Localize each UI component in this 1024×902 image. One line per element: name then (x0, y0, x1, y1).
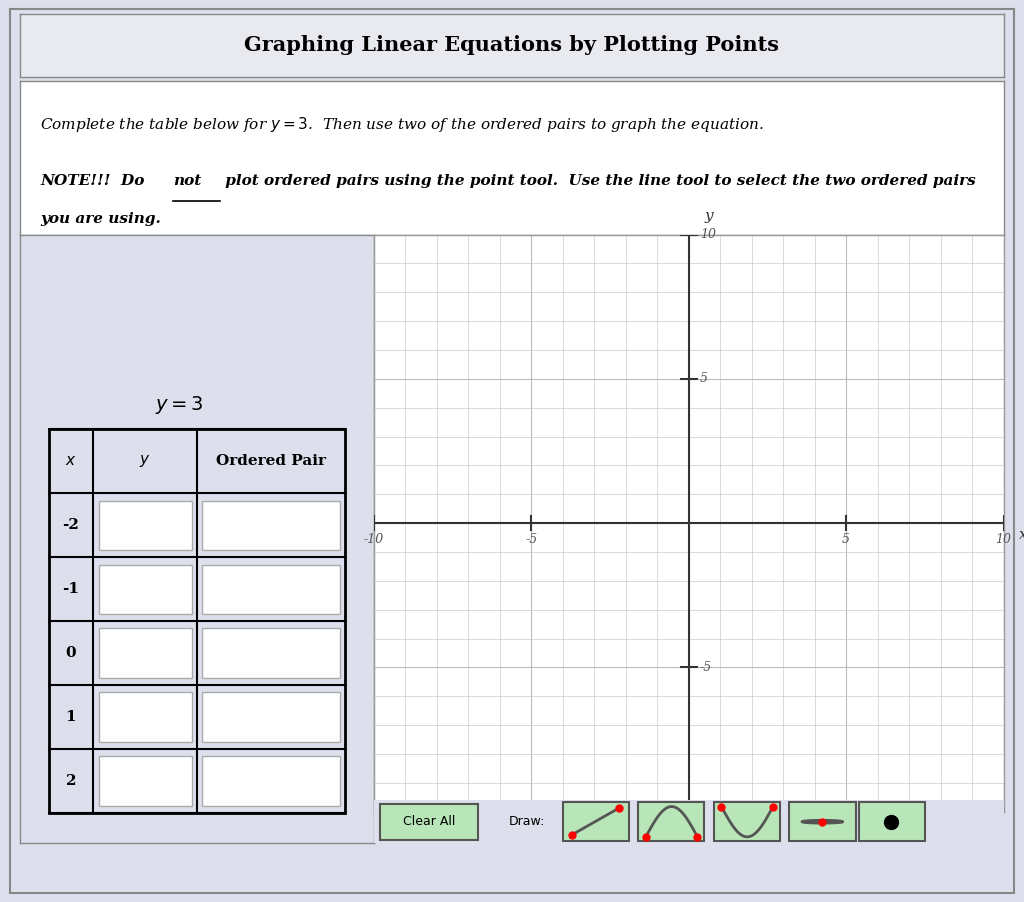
Text: Draw:: Draw: (509, 815, 546, 828)
Text: 5: 5 (842, 533, 850, 547)
Bar (203, 629, 340, 677)
Text: -10: -10 (699, 805, 720, 818)
Bar (859, 802, 925, 842)
Bar (49, 429, 345, 813)
Bar (203, 565, 340, 614)
Text: $y = 3$: $y = 3$ (155, 394, 204, 416)
Bar (563, 802, 629, 842)
Text: NOTE!!!  Do: NOTE!!! Do (40, 174, 150, 188)
Text: Clear All: Clear All (403, 815, 456, 828)
Text: 10: 10 (699, 228, 716, 241)
Text: 0: 0 (66, 646, 77, 660)
Text: Complete the table below for $y = 3$.  Then use two of the ordered pairs to grap: Complete the table below for $y = 3$. Th… (40, 115, 764, 133)
Text: y: y (705, 209, 713, 223)
Text: -2: -2 (62, 519, 80, 532)
Text: x: x (1019, 528, 1024, 542)
Bar (380, 804, 477, 840)
Text: -1: -1 (62, 582, 80, 596)
Bar (98, 501, 191, 550)
Text: not: not (173, 174, 201, 188)
Bar (714, 802, 780, 842)
Bar (203, 501, 340, 550)
Bar (638, 802, 705, 842)
Bar (203, 756, 340, 805)
Bar (790, 802, 855, 842)
Bar (98, 756, 191, 805)
Text: 2: 2 (66, 774, 76, 788)
Text: 10: 10 (995, 533, 1012, 547)
Text: -10: -10 (364, 533, 384, 547)
Text: Graphing Linear Equations by Plotting Points: Graphing Linear Equations by Plotting Po… (245, 35, 779, 55)
Text: you are using.: you are using. (40, 212, 161, 226)
Bar (98, 565, 191, 614)
Bar (203, 693, 340, 741)
Text: 5: 5 (699, 373, 708, 385)
Bar (98, 693, 191, 741)
Text: -5: -5 (525, 533, 538, 547)
Bar (98, 629, 191, 677)
Text: $\mathit{y}$: $\mathit{y}$ (139, 454, 151, 469)
Text: Ordered Pair: Ordered Pair (216, 455, 327, 468)
Text: 1: 1 (66, 710, 77, 724)
Text: plot ordered pairs using the point tool.  Use the line tool to select the two or: plot ordered pairs using the point tool.… (220, 174, 976, 188)
Text: -5: -5 (699, 661, 712, 674)
Text: $\mathit{x}$: $\mathit{x}$ (66, 455, 77, 468)
